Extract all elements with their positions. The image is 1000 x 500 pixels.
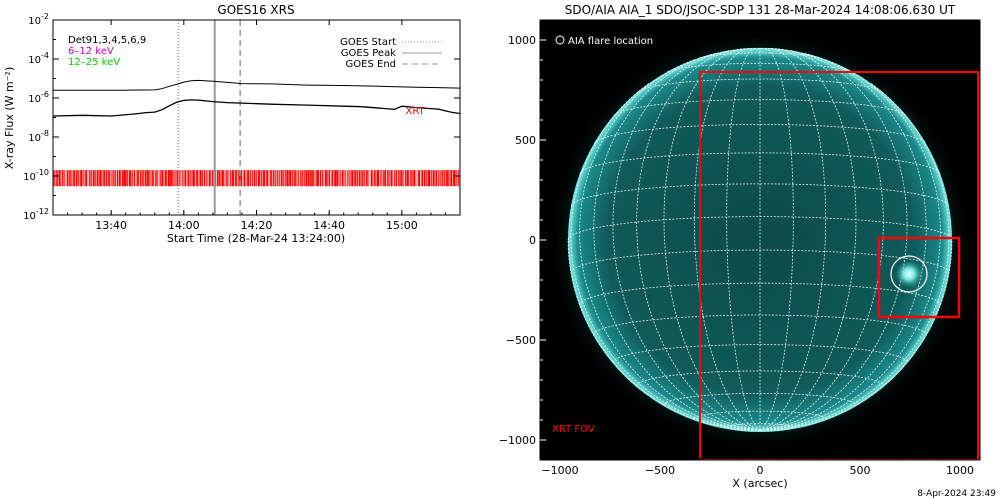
x-tick-label: 14:20 xyxy=(241,219,273,232)
flare-region-box xyxy=(877,236,961,319)
flare-legend-circle-icon xyxy=(555,35,565,45)
image-y-tick-label: 1000 xyxy=(508,34,536,47)
xrt-fov-label: XRT FOV xyxy=(552,424,595,435)
xrt-coverage-ticks xyxy=(53,170,459,187)
xrt-label: XRT xyxy=(405,106,425,117)
image-x-tick-label: −1000 xyxy=(541,464,578,477)
image-y-tick-label: 0 xyxy=(529,234,536,247)
image-y-tick-label: 500 xyxy=(515,134,536,147)
lightcurve-y-axis-label: X-ray Flux (W m⁻²) xyxy=(3,67,16,169)
y-tick-base: 10 xyxy=(28,55,41,66)
event-legend-label: GOES Start xyxy=(340,37,396,48)
y-tick-base: 10 xyxy=(23,211,36,222)
x-tick-label: 14:40 xyxy=(313,219,345,232)
aia-x-axis-label: X (arcsec) xyxy=(732,477,787,490)
y-tick-label: 10-4 xyxy=(28,51,49,66)
y-tick-base: 10 xyxy=(28,16,41,27)
aia-image-content xyxy=(548,28,979,460)
aia-image-panel: SDO/AIA AIA_1 SDO/JSOC-SDP 131 28-Mar-20… xyxy=(499,3,981,490)
aia-flare-legend: AIA flare location xyxy=(555,35,653,47)
y-tick-label: 10-10 xyxy=(23,168,49,183)
lightcurve-title: GOES16 XRS xyxy=(217,3,294,17)
y-tick-label: 10-2 xyxy=(28,12,49,27)
y-tick-label: 10-12 xyxy=(23,207,49,222)
flare-brightening xyxy=(895,260,923,288)
aia-image-title: SDO/AIA AIA_1 SDO/JSOC-SDP 131 28-Mar-20… xyxy=(565,3,956,17)
detector-legend-entry: Det91,3,4,5,6,9 xyxy=(68,35,146,46)
image-y-tick-label: −500 xyxy=(506,334,536,347)
flux-series-line-1 xyxy=(53,99,460,117)
image-x-tick-label: 0 xyxy=(757,464,764,477)
y-tick-exponent: -8 xyxy=(41,129,49,138)
y-tick-label: 10-6 xyxy=(28,90,49,105)
heliographic-grid xyxy=(567,47,953,431)
image-x-tick-label: −500 xyxy=(645,464,675,477)
y-tick-base: 10 xyxy=(28,133,41,144)
y-tick-exponent: -6 xyxy=(41,90,49,99)
y-tick-exponent: -4 xyxy=(41,51,49,60)
y-tick-base: 10 xyxy=(23,172,36,183)
flare-legend-label: AIA flare location xyxy=(568,36,653,47)
lightcurve-axes: 13:40 14:00 14:20 14:40 15:0010-210-410-610-… xyxy=(23,12,461,232)
detector-legend-entry: 12–25 keV xyxy=(68,57,120,68)
x-tick-label: 15:00 xyxy=(386,219,418,232)
footer-timestamp: 8-Apr-2024 23:49 xyxy=(917,489,996,499)
lightcurve-x-axis-label: Start Time (28-Mar-24 13:24:00) xyxy=(167,232,345,245)
image-x-tick-label: 1000 xyxy=(946,464,974,477)
event-legend-label: GOES Peak xyxy=(341,48,396,59)
y-tick-exponent: -2 xyxy=(41,12,49,21)
y-tick-base: 10 xyxy=(28,94,41,105)
lightcurve-plot-area: XRT xyxy=(53,20,460,215)
detector-legend-entry: 6–12 keV xyxy=(68,46,114,57)
x-tick-label: 14:00 xyxy=(168,219,200,232)
y-tick-exponent: -12 xyxy=(36,207,49,216)
event-legend-label: GOES End xyxy=(346,59,396,70)
y-tick-exponent: -10 xyxy=(36,168,49,177)
image-y-tick-label: −1000 xyxy=(499,434,536,447)
image-x-tick-label: 500 xyxy=(850,464,871,477)
xrt-fov-rectangle xyxy=(699,71,979,460)
goes-lightcurve-panel: GOES16 XRS XRT 13:40 14:00 14:20 14:40 15:00… xyxy=(3,3,461,245)
flux-series-line-0 xyxy=(53,79,460,91)
aia-flare-circle xyxy=(890,255,928,293)
x-tick-label: 13:40 xyxy=(95,219,127,232)
aia-image-axes: −1000 −500 0 500 1000 −1000 −500 0 500 1000 xyxy=(499,34,974,477)
y-tick-label: 10-8 xyxy=(28,129,49,144)
